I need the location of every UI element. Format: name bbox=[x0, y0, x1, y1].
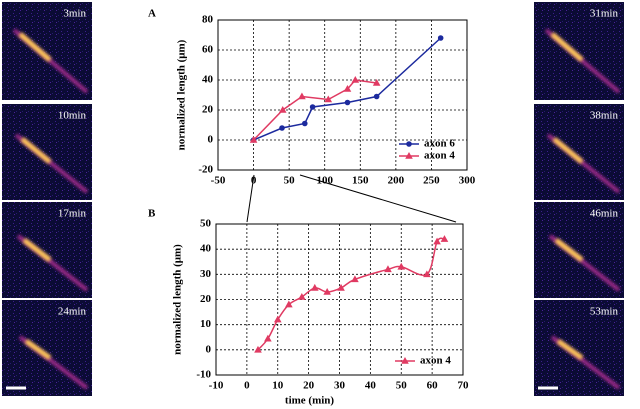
chart: -10 0 10 20 30 40 50 60 70 -10 0 10 20 30 40 50 normaliz… bbox=[148, 208, 469, 407]
x-tick-label: 30 bbox=[334, 380, 346, 392]
triangle-marker bbox=[433, 237, 441, 245]
time-label: 17min bbox=[58, 208, 87, 220]
circle-marker bbox=[437, 35, 444, 41]
x-tick-label: 0 bbox=[244, 380, 250, 392]
triangle-marker bbox=[397, 262, 406, 270]
x-tick-label: 200 bbox=[388, 175, 405, 187]
series-line bbox=[257, 237, 445, 351]
circle-marker bbox=[373, 93, 380, 100]
triangle-marker bbox=[423, 270, 431, 278]
y-axis-label: normalized length (μm) bbox=[176, 39, 188, 150]
y-axis-label: normalized length (μm) bbox=[172, 244, 184, 355]
y-tick-label: 50 bbox=[200, 218, 212, 230]
y-tick-label: -20 bbox=[198, 164, 213, 176]
time-label: 53min bbox=[590, 306, 619, 318]
x-tick-label: 20 bbox=[303, 380, 315, 392]
y-tick-label: 10 bbox=[200, 318, 212, 330]
zoom-connector bbox=[246, 174, 255, 223]
circle-marker bbox=[309, 104, 316, 110]
triangle-marker bbox=[323, 287, 331, 295]
triangle-marker bbox=[273, 315, 282, 323]
x-tick-label: 0 bbox=[251, 175, 257, 187]
triangle-marker bbox=[285, 300, 293, 308]
y-tick-label: 40 bbox=[202, 74, 214, 86]
triangle-marker bbox=[254, 345, 262, 353]
circle-marker bbox=[406, 141, 412, 147]
x-tick-label: 10 bbox=[272, 380, 284, 392]
triangle-marker bbox=[249, 136, 258, 143]
axon-signal bbox=[552, 137, 584, 164]
triangle-marker bbox=[351, 275, 359, 283]
triangle-marker bbox=[324, 95, 333, 103]
triangle-marker bbox=[298, 292, 306, 300]
x-tick-label: 50 bbox=[396, 380, 408, 392]
x-tick-label: 100 bbox=[316, 175, 333, 187]
legend-label: axon 6 bbox=[424, 138, 455, 150]
triangle-marker bbox=[337, 283, 345, 291]
axon-signal bbox=[22, 238, 52, 262]
x-tick-label: 300 bbox=[459, 175, 476, 187]
x-tick-label: 40 bbox=[365, 380, 377, 392]
y-tick-label: 20 bbox=[202, 104, 214, 116]
zoom-connector bbox=[299, 174, 457, 223]
circle-marker bbox=[344, 99, 351, 106]
y-tick-label: -10 bbox=[196, 369, 211, 381]
circle-marker bbox=[279, 125, 285, 131]
y-tick-label: 40 bbox=[200, 243, 212, 255]
legend-label: axon 4 bbox=[420, 355, 451, 367]
circle-marker bbox=[301, 120, 308, 127]
triangle-marker bbox=[343, 85, 352, 92]
triangle-marker bbox=[405, 152, 413, 159]
time-label: 31min bbox=[590, 8, 619, 20]
x-tick-label: 50 bbox=[284, 175, 296, 187]
legend-label: axon 4 bbox=[424, 150, 455, 162]
triangle-marker bbox=[440, 235, 449, 242]
panel-label: A bbox=[148, 8, 156, 20]
chart: -50 0 50 100 150 200 250 300 -20 0 20 40 60 80 normali… bbox=[148, 8, 476, 187]
panel-label: B bbox=[148, 208, 156, 220]
y-tick-label: 0 bbox=[208, 134, 214, 146]
y-tick-label: 30 bbox=[200, 268, 212, 280]
time-label: 24min bbox=[58, 306, 87, 318]
triangle-marker bbox=[401, 357, 409, 364]
x-axis-label: time (min) bbox=[285, 395, 335, 407]
x-tick-label: 250 bbox=[423, 175, 440, 187]
axon-signal bbox=[20, 137, 52, 164]
time-label: 38min bbox=[590, 110, 619, 122]
axon-signal bbox=[24, 338, 52, 361]
y-tick-label: 20 bbox=[200, 293, 212, 305]
triangle-marker bbox=[311, 283, 319, 291]
time-label: 10min bbox=[58, 110, 87, 122]
time-label: 46min bbox=[590, 208, 619, 220]
axon-signal bbox=[554, 238, 584, 262]
x-tick-label: 60 bbox=[427, 380, 439, 392]
time-label: 3min bbox=[63, 8, 86, 20]
triangle-marker bbox=[264, 334, 272, 342]
micrographs: 3min 10min 17min 24min 31min 38min 46min 53min bbox=[2, 2, 624, 396]
triangle-marker bbox=[384, 265, 392, 273]
x-tick-label: -50 bbox=[211, 175, 226, 187]
axon-signal bbox=[550, 32, 584, 62]
axon-signal bbox=[18, 32, 52, 62]
triangle-marker bbox=[298, 92, 306, 100]
x-tick-label: 150 bbox=[352, 175, 369, 187]
y-tick-label: 60 bbox=[202, 44, 214, 56]
triangle-marker bbox=[351, 76, 360, 83]
axon-signal bbox=[556, 338, 584, 361]
x-tick-label: 70 bbox=[458, 380, 470, 392]
y-tick-label: 0 bbox=[206, 343, 212, 355]
x-tick-label: -10 bbox=[209, 380, 224, 392]
triangle-marker bbox=[372, 79, 381, 86]
triangle-marker bbox=[278, 106, 287, 113]
y-tick-label: 80 bbox=[202, 14, 214, 26]
